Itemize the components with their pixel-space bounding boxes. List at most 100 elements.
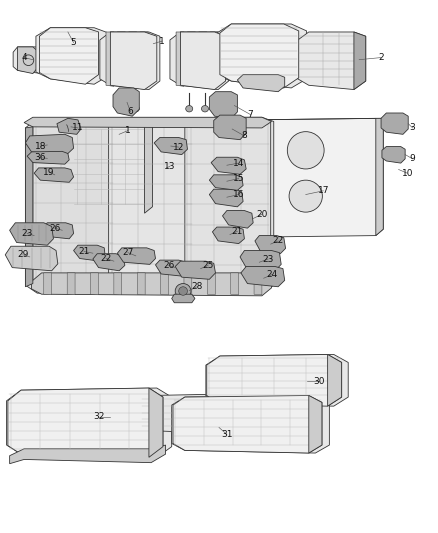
Polygon shape [67,273,75,295]
Polygon shape [173,395,322,453]
Polygon shape [376,118,383,236]
Polygon shape [237,75,285,92]
Text: 17: 17 [318,187,329,195]
Text: 1: 1 [159,37,165,45]
Ellipse shape [287,132,324,169]
Polygon shape [209,92,237,118]
Ellipse shape [175,284,191,298]
Polygon shape [36,28,109,84]
Text: 23: 23 [262,255,274,263]
Polygon shape [176,32,184,86]
Polygon shape [382,147,405,163]
Polygon shape [172,395,329,453]
Polygon shape [309,395,322,453]
Polygon shape [161,273,169,295]
Polygon shape [109,118,194,293]
Text: 9: 9 [410,155,416,163]
Polygon shape [207,273,215,295]
Polygon shape [255,236,286,254]
Polygon shape [185,118,271,294]
Text: 6: 6 [127,108,134,116]
Text: 24: 24 [267,270,278,279]
Text: 23: 23 [21,229,33,238]
Text: 27: 27 [122,248,134,257]
Polygon shape [7,388,172,457]
Text: 26: 26 [163,261,174,270]
Text: 4: 4 [21,53,27,62]
Text: 19: 19 [43,168,55,176]
Polygon shape [211,157,246,174]
Polygon shape [25,117,274,294]
Polygon shape [34,168,74,182]
Text: 13: 13 [164,162,176,171]
Polygon shape [44,273,52,295]
Ellipse shape [116,106,123,112]
Text: 8: 8 [241,132,247,140]
Text: 2: 2 [378,53,384,62]
Polygon shape [25,127,33,287]
Polygon shape [354,32,366,90]
Polygon shape [117,248,155,264]
Ellipse shape [186,106,193,112]
Polygon shape [10,445,166,464]
Polygon shape [18,47,37,74]
Polygon shape [223,211,253,228]
Text: 7: 7 [247,110,254,119]
Polygon shape [170,32,229,90]
Polygon shape [175,261,215,279]
Ellipse shape [201,106,208,112]
Polygon shape [141,394,215,433]
Polygon shape [140,32,148,86]
Polygon shape [240,251,281,271]
Polygon shape [74,245,105,261]
Polygon shape [214,115,246,140]
Text: 5: 5 [71,38,77,47]
Polygon shape [137,273,145,295]
Text: 3: 3 [410,124,416,132]
Polygon shape [24,117,272,128]
Polygon shape [8,388,163,457]
Polygon shape [10,223,53,245]
Ellipse shape [289,180,322,212]
Polygon shape [113,88,139,116]
Polygon shape [298,32,366,90]
Polygon shape [212,227,244,244]
Text: 26: 26 [49,224,60,232]
Text: 21: 21 [78,247,90,256]
Polygon shape [129,32,137,86]
Ellipse shape [23,55,34,66]
Polygon shape [74,123,152,213]
Text: 28: 28 [191,282,203,291]
Text: 21: 21 [232,227,243,236]
Polygon shape [57,118,81,134]
Polygon shape [209,175,243,190]
Polygon shape [220,24,299,88]
Text: 29: 29 [17,251,28,259]
Polygon shape [199,32,207,86]
Polygon shape [180,32,226,90]
Polygon shape [187,32,195,86]
Polygon shape [241,266,285,287]
Polygon shape [91,273,99,295]
Text: 31: 31 [221,430,233,439]
Text: 1: 1 [125,126,131,135]
Polygon shape [328,354,342,406]
Polygon shape [184,273,192,295]
Polygon shape [145,123,152,213]
Text: 16: 16 [233,190,244,199]
Polygon shape [206,354,348,406]
Polygon shape [43,223,74,239]
Polygon shape [254,273,262,295]
Polygon shape [231,273,239,295]
Ellipse shape [132,106,139,112]
Polygon shape [39,28,99,84]
Text: 36: 36 [35,154,46,162]
Polygon shape [154,138,187,155]
Text: 22: 22 [100,254,112,263]
Text: 25: 25 [202,261,214,270]
Polygon shape [33,118,115,292]
Text: 22: 22 [272,237,284,245]
Text: 15: 15 [233,174,244,183]
Polygon shape [207,354,342,406]
Text: 11: 11 [72,124,84,132]
